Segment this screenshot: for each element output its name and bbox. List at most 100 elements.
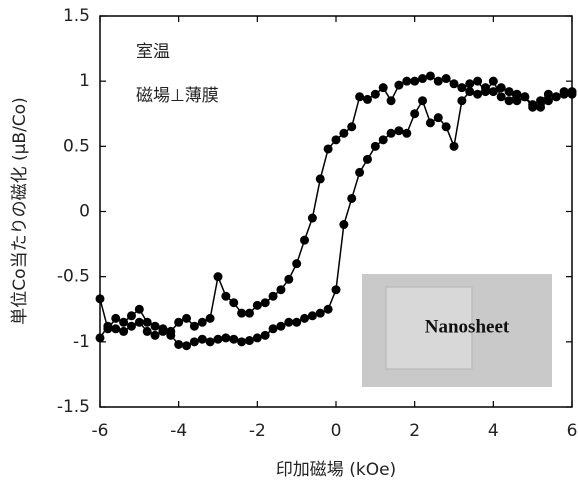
annotation: 磁場⊥薄膜 xyxy=(136,86,219,106)
data-point xyxy=(174,318,183,327)
data-point xyxy=(316,174,325,183)
data-point xyxy=(552,92,561,101)
data-point xyxy=(497,92,506,101)
data-point xyxy=(528,103,537,112)
data-point xyxy=(355,92,364,101)
y-tick-label: -0.5 xyxy=(57,267,90,287)
y-tick-label: 0 xyxy=(79,202,90,222)
data-point xyxy=(96,294,105,303)
data-point xyxy=(426,71,435,80)
data-point xyxy=(512,96,521,105)
data-point xyxy=(489,87,498,96)
data-point xyxy=(355,168,364,177)
data-point xyxy=(214,272,223,281)
y-tick-label: 0.5 xyxy=(63,136,90,156)
y-tick-label: -1.5 xyxy=(57,397,90,417)
data-point xyxy=(387,96,396,105)
data-point xyxy=(363,95,372,104)
data-point xyxy=(276,285,285,294)
data-point xyxy=(560,87,569,96)
data-point xyxy=(143,318,152,327)
data-point xyxy=(426,118,435,127)
data-point xyxy=(379,135,388,144)
data-point xyxy=(457,83,466,92)
data-point xyxy=(418,96,427,105)
data-point xyxy=(300,314,309,323)
data-point xyxy=(434,77,443,86)
x-tick-label: 2 xyxy=(409,421,420,441)
data-point xyxy=(174,340,183,349)
data-point xyxy=(269,324,278,333)
data-point xyxy=(229,335,238,344)
data-point xyxy=(261,298,270,307)
data-point xyxy=(111,324,120,333)
data-point xyxy=(135,318,144,327)
data-point xyxy=(332,135,341,144)
data-point xyxy=(505,96,514,105)
data-point xyxy=(237,309,246,318)
data-point xyxy=(198,318,207,327)
data-point xyxy=(394,81,403,90)
data-point xyxy=(402,129,411,138)
data-point xyxy=(237,337,246,346)
data-point xyxy=(371,90,380,99)
data-point xyxy=(166,331,175,340)
data-point xyxy=(442,74,451,83)
x-tick-label: 6 xyxy=(567,421,578,441)
data-point xyxy=(198,335,207,344)
data-point xyxy=(135,305,144,314)
data-point xyxy=(568,90,577,99)
data-point xyxy=(363,155,372,164)
data-point xyxy=(308,311,317,320)
data-point xyxy=(151,322,160,331)
data-point xyxy=(410,109,419,118)
data-point xyxy=(465,87,474,96)
data-point xyxy=(127,311,136,320)
inset-label: Nanosheet xyxy=(425,316,510,337)
data-point xyxy=(465,79,474,88)
data-point xyxy=(292,259,301,268)
data-point xyxy=(473,77,482,86)
data-point xyxy=(308,214,317,223)
data-point xyxy=(96,333,105,342)
data-point xyxy=(292,318,301,327)
data-point xyxy=(206,314,215,323)
x-tick-label: -4 xyxy=(170,421,187,441)
data-point xyxy=(394,126,403,135)
data-point xyxy=(505,87,514,96)
data-point xyxy=(450,79,459,88)
data-point xyxy=(339,129,348,138)
data-point xyxy=(442,122,451,131)
data-point xyxy=(221,292,230,301)
x-tick-label: -2 xyxy=(249,421,266,441)
data-point xyxy=(347,122,356,131)
data-point xyxy=(284,275,293,284)
y-tick-label: 1.5 xyxy=(63,6,90,26)
data-point xyxy=(229,298,238,307)
data-point xyxy=(410,77,419,86)
data-point xyxy=(379,83,388,92)
data-point xyxy=(402,77,411,86)
data-point xyxy=(434,113,443,122)
data-point xyxy=(347,194,356,203)
data-point xyxy=(206,337,215,346)
data-point xyxy=(316,309,325,318)
data-point xyxy=(457,96,466,105)
data-point xyxy=(127,322,136,331)
data-point xyxy=(261,331,270,340)
x-axis-label: 印加磁場 (kOe) xyxy=(276,460,396,480)
data-point xyxy=(489,77,498,86)
data-point xyxy=(269,292,278,301)
data-point xyxy=(245,309,254,318)
data-point xyxy=(497,83,506,92)
data-point xyxy=(339,220,348,229)
data-point xyxy=(332,285,341,294)
data-point xyxy=(151,331,160,340)
data-point xyxy=(111,314,120,323)
data-point xyxy=(253,333,262,342)
data-point xyxy=(544,96,553,105)
data-point xyxy=(536,103,545,112)
y-axis-label: 単位Co当たりの磁化 (μB/Co) xyxy=(10,97,30,324)
data-point xyxy=(190,337,199,346)
chart: 室温 磁場⊥薄膜 Nanosheet 印加磁場 (kOe) 単位Co当たりの磁化… xyxy=(0,0,578,488)
